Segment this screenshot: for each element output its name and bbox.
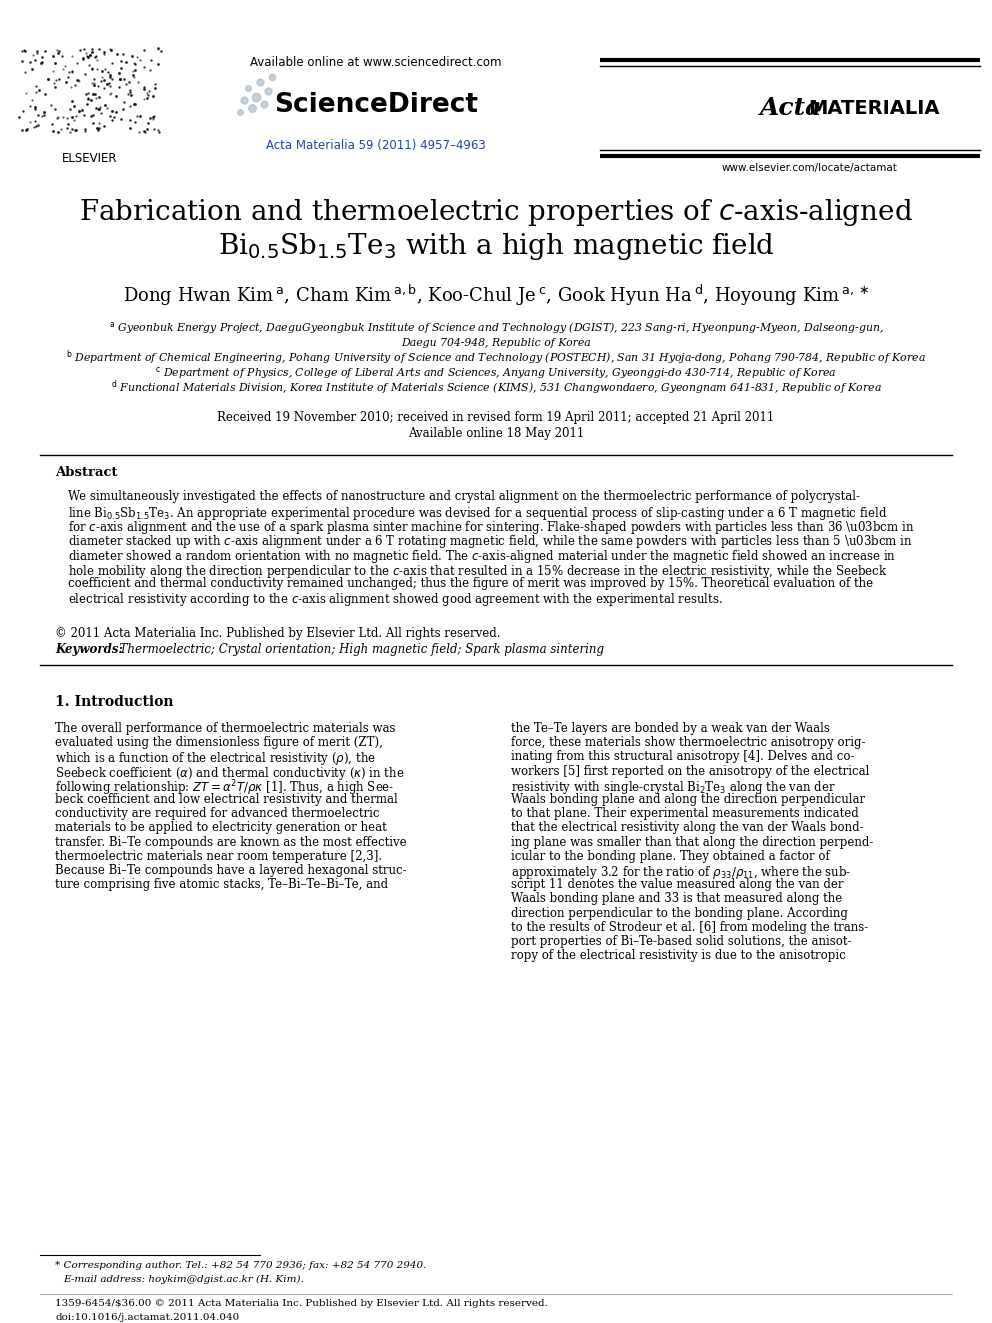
- Text: The overall performance of thermoelectric materials was: The overall performance of thermoelectri…: [55, 722, 396, 736]
- Text: Abstract: Abstract: [55, 466, 117, 479]
- Text: Seebeck coefficient ($\alpha$) and thermal conductivity ($\kappa$) in the: Seebeck coefficient ($\alpha$) and therm…: [55, 765, 405, 782]
- Text: approximately 3.2 for the ratio of $\rho_{33}/\rho_{11}$, where the sub-: approximately 3.2 for the ratio of $\rho…: [511, 864, 851, 881]
- Text: for $c$-axis alignment and the use of a spark plasma sinter machine for sinterin: for $c$-axis alignment and the use of a …: [68, 519, 915, 536]
- Text: the Te–Te layers are bonded by a weak van der Waals: the Te–Te layers are bonded by a weak va…: [511, 722, 830, 736]
- Text: $^{\rm a}$ Gyeonbuk Energy Project, DaeguGyeongbuk Institute of Science and Tech: $^{\rm a}$ Gyeonbuk Energy Project, Daeg…: [108, 320, 884, 336]
- Text: © 2011 Acta Materialia Inc. Published by Elsevier Ltd. All rights reserved.: © 2011 Acta Materialia Inc. Published by…: [55, 627, 501, 639]
- Text: electrical resistivity according to the $c$-axis alignment showed good agreement: electrical resistivity according to the …: [68, 591, 723, 609]
- Text: $^{\rm c}$ Department of Physics, College of Liberal Arts and Sciences, Anyang U: $^{\rm c}$ Department of Physics, Colleg…: [155, 365, 837, 381]
- Text: $^{\rm d}$ Functional Materials Division, Korea Institute of Materials Science (: $^{\rm d}$ Functional Materials Division…: [110, 378, 882, 397]
- Text: conductivity are required for advanced thermoelectric: conductivity are required for advanced t…: [55, 807, 380, 820]
- Text: ELSEVIER: ELSEVIER: [62, 152, 118, 164]
- Text: Keywords:: Keywords:: [55, 643, 123, 656]
- Text: $^{\rm b}$ Department of Chemical Engineering, Pohang University of Science and : $^{\rm b}$ Department of Chemical Engine…: [66, 349, 926, 368]
- Text: evaluated using the dimensionless figure of merit (ZT),: evaluated using the dimensionless figure…: [55, 736, 383, 749]
- Text: icular to the bonding plane. They obtained a factor of: icular to the bonding plane. They obtain…: [511, 849, 829, 863]
- Text: to the results of Strodeur et al. [6] from modeling the trans-: to the results of Strodeur et al. [6] fr…: [511, 921, 868, 934]
- Text: Fabrication and thermoelectric properties of $\it{c}$-axis-aligned: Fabrication and thermoelectric propertie…: [79, 197, 913, 228]
- Text: ScienceDirect: ScienceDirect: [274, 93, 478, 118]
- Text: transfer. Bi–Te compounds are known as the most effective: transfer. Bi–Te compounds are known as t…: [55, 836, 407, 848]
- Text: script 11 denotes the value measured along the van der: script 11 denotes the value measured alo…: [511, 878, 843, 892]
- Text: which is a function of the electrical resistivity ($\rho$), the: which is a function of the electrical re…: [55, 750, 376, 767]
- Text: E-mail address: hoykim@dgist.ac.kr (H. Kim).: E-mail address: hoykim@dgist.ac.kr (H. K…: [63, 1274, 304, 1283]
- Text: force, these materials show thermoelectric anisotropy orig-: force, these materials show thermoelectr…: [511, 736, 865, 749]
- Text: line Bi$_{0.5}$Sb$_{1.5}$Te$_3$. An appropriate experimental procedure was devis: line Bi$_{0.5}$Sb$_{1.5}$Te$_3$. An appr…: [68, 504, 887, 521]
- Text: to that plane. Their experimental measurements indicated: to that plane. Their experimental measur…: [511, 807, 859, 820]
- Text: Available online 18 May 2011: Available online 18 May 2011: [408, 427, 584, 441]
- Text: direction perpendicular to the bonding plane. According: direction perpendicular to the bonding p…: [511, 906, 848, 919]
- Text: inating from this structural anisotropy [4]. Delves and co-: inating from this structural anisotropy …: [511, 750, 854, 763]
- Text: Bi$_{0.5}$Sb$_{1.5}$Te$_3$ with a high magnetic field: Bi$_{0.5}$Sb$_{1.5}$Te$_3$ with a high m…: [217, 230, 775, 262]
- Text: ropy of the electrical resistivity is due to the anisotropic: ropy of the electrical resistivity is du…: [511, 949, 846, 962]
- Text: that the electrical resistivity along the van der Waals bond-: that the electrical resistivity along th…: [511, 822, 864, 835]
- Text: Dong Hwan Kim$\,^{\rm a}$, Cham Kim$\,^{\rm a,b}$, Koo-Chul Je$\,^{\rm c}$, Gook: Dong Hwan Kim$\,^{\rm a}$, Cham Kim$\,^{…: [123, 282, 869, 308]
- Text: coefficient and thermal conductivity remained unchanged; thus the figure of meri: coefficient and thermal conductivity rem…: [68, 577, 873, 590]
- Text: Acta: Acta: [760, 97, 822, 120]
- Text: Waals bonding plane and 33 is that measured along the: Waals bonding plane and 33 is that measu…: [511, 893, 842, 905]
- Text: * Corresponding author. Tel.: +82 54 770 2936; fax: +82 54 770 2940.: * Corresponding author. Tel.: +82 54 770…: [55, 1261, 427, 1270]
- Text: 1359-6454/$36.00 © 2011 Acta Materialia Inc. Published by Elsevier Ltd. All righ: 1359-6454/$36.00 © 2011 Acta Materialia …: [55, 1299, 548, 1308]
- Text: resistivity with single-crystal Bi$_2$Te$_3$ along the van der: resistivity with single-crystal Bi$_2$Te…: [511, 779, 836, 796]
- Text: workers [5] first reported on the anisotropy of the electrical: workers [5] first reported on the anisot…: [511, 765, 869, 778]
- Text: diameter stacked up with $c$-axis alignment under a 6 T rotating magnetic field,: diameter stacked up with $c$-axis alignm…: [68, 533, 913, 550]
- Text: materials to be applied to electricity generation or heat: materials to be applied to electricity g…: [55, 822, 387, 835]
- Text: Thermoelectric; Crystal orientation; High magnetic field; Spark plasma sintering: Thermoelectric; Crystal orientation; Hig…: [112, 643, 604, 656]
- Text: Daegu 704-948, Republic of Korea: Daegu 704-948, Republic of Korea: [401, 337, 591, 348]
- Text: ing plane was smaller than that along the direction perpend-: ing plane was smaller than that along th…: [511, 836, 873, 848]
- Text: port properties of Bi–Te-based solid solutions, the anisot-: port properties of Bi–Te-based solid sol…: [511, 935, 851, 949]
- Text: Waals bonding plane and along the direction perpendicular: Waals bonding plane and along the direct…: [511, 792, 865, 806]
- Text: diameter showed a random orientation with no magnetic field. The $c$-axis-aligne: diameter showed a random orientation wit…: [68, 548, 896, 565]
- Text: Received 19 November 2010; received in revised form 19 April 2011; accepted 21 A: Received 19 November 2010; received in r…: [217, 411, 775, 425]
- Text: www.elsevier.com/locate/actamat: www.elsevier.com/locate/actamat: [722, 163, 898, 173]
- Text: hole mobility along the direction perpendicular to the $c$-axis that resulted in: hole mobility along the direction perpen…: [68, 562, 887, 579]
- Text: Acta Materialia 59 (2011) 4957–4963: Acta Materialia 59 (2011) 4957–4963: [266, 139, 486, 152]
- Text: We simultaneously investigated the effects of nanostructure and crystal alignmen: We simultaneously investigated the effec…: [68, 490, 860, 503]
- Text: doi:10.1016/j.actamat.2011.04.040: doi:10.1016/j.actamat.2011.04.040: [55, 1312, 239, 1322]
- Text: thermoelectric materials near room temperature [2,3].: thermoelectric materials near room tempe…: [55, 849, 382, 863]
- Text: beck coefficient and low electrical resistivity and thermal: beck coefficient and low electrical resi…: [55, 792, 398, 806]
- Text: following relationship: $ZT = \alpha^2 T/\rho\kappa$ [1]. Thus, a high See-: following relationship: $ZT = \alpha^2 T…: [55, 779, 395, 798]
- Text: 1. Introduction: 1. Introduction: [55, 695, 174, 709]
- Text: ture comprising five atomic stacks, Te–Bi–Te–Bi–Te, and: ture comprising five atomic stacks, Te–B…: [55, 878, 388, 892]
- Text: Because Bi–Te compounds have a layered hexagonal struc-: Because Bi–Te compounds have a layered h…: [55, 864, 407, 877]
- Text: MATERIALIA: MATERIALIA: [808, 98, 939, 118]
- Text: Available online at www.sciencedirect.com: Available online at www.sciencedirect.co…: [250, 56, 502, 69]
